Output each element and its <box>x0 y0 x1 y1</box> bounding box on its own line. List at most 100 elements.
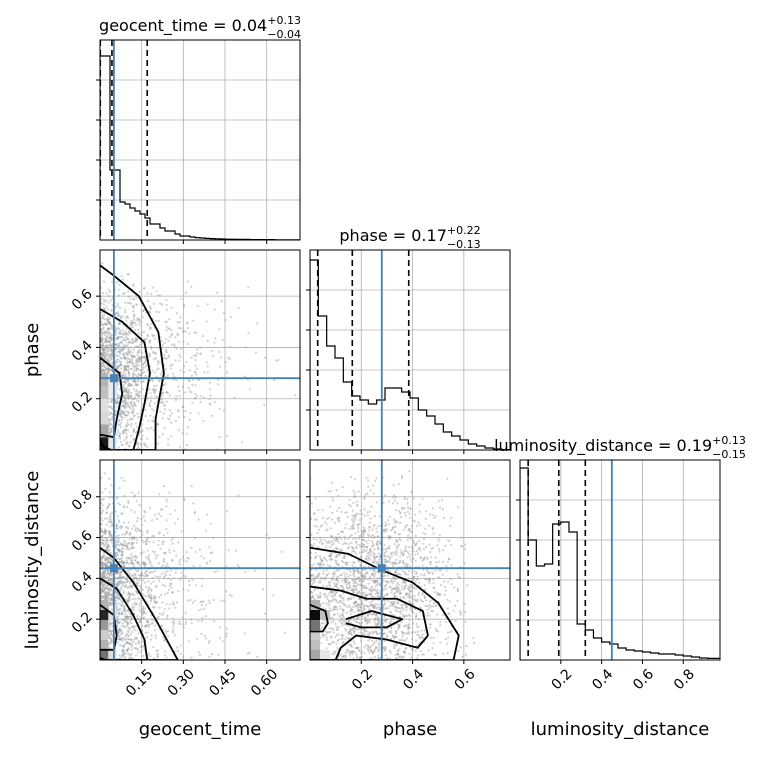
density-cell <box>100 610 109 620</box>
scatter-point <box>366 533 370 536</box>
scatter-point <box>373 524 376 527</box>
scatter-point <box>156 653 159 656</box>
title-value: phase = 0.17 <box>339 226 446 245</box>
scatter-point <box>144 414 147 418</box>
scatter-point <box>363 591 366 594</box>
scatter-point <box>103 356 106 360</box>
scatter-point <box>397 623 401 626</box>
scatter-point <box>131 573 134 577</box>
scatter-point <box>109 290 112 293</box>
scatter-point <box>357 590 360 593</box>
scatter-point <box>148 623 152 626</box>
scatter-point <box>404 514 407 517</box>
scatter-point <box>136 425 139 428</box>
scatter-point <box>450 583 453 586</box>
scatter-point <box>418 637 421 640</box>
scatter-point <box>209 560 212 563</box>
scatter-point <box>165 350 168 354</box>
scatter-point <box>120 550 123 553</box>
scatter-point <box>123 479 126 482</box>
scatter-point <box>110 608 114 611</box>
scatter-point <box>121 332 124 336</box>
scatter-point <box>366 551 370 554</box>
scatter-point <box>116 620 119 623</box>
scatter-point <box>376 562 379 565</box>
scatter-point <box>116 367 119 370</box>
scatter-point <box>317 528 321 531</box>
scatter-point <box>413 577 416 580</box>
scatter-point <box>121 401 124 404</box>
scatter-point <box>116 584 119 587</box>
scatter-point <box>126 396 129 399</box>
scatter-point <box>121 551 124 554</box>
scatter-point <box>188 640 191 643</box>
scatter-point <box>125 435 129 438</box>
scatter-point <box>158 612 162 615</box>
scatter-point <box>335 559 338 563</box>
scatter-point <box>220 300 223 303</box>
scatter-point <box>342 596 345 600</box>
scatter-point <box>378 657 381 660</box>
scatter-point <box>135 337 138 340</box>
scatter-point <box>156 655 160 658</box>
scatter-point <box>397 655 400 658</box>
scatter-point <box>109 412 113 415</box>
scatter-point <box>122 406 126 409</box>
scatter-point <box>133 625 136 628</box>
scatter-point <box>134 390 137 393</box>
scatter-point <box>129 633 133 636</box>
scatter-point <box>337 587 340 590</box>
scatter-point <box>148 401 151 405</box>
scatter-point <box>105 577 108 580</box>
scatter-point <box>329 635 332 638</box>
scatter-point <box>361 602 364 605</box>
scatter-point <box>129 620 132 624</box>
scatter-point <box>148 341 151 344</box>
scatter-point <box>157 361 160 364</box>
scatter-point <box>167 354 171 357</box>
scatter-point <box>347 527 351 531</box>
scatter-point <box>402 615 405 618</box>
scatter-point <box>456 588 459 592</box>
scatter-point <box>154 553 157 556</box>
scatter-point <box>138 620 141 623</box>
scatter-point <box>388 536 391 539</box>
scatter-point <box>122 333 126 336</box>
scatter-point <box>166 417 169 420</box>
scatter-point <box>187 579 191 583</box>
scatter-point <box>357 603 360 606</box>
scatter-point <box>108 520 111 524</box>
scatter-point <box>358 622 361 625</box>
scatter-point <box>137 527 140 530</box>
scatter-point <box>123 407 126 410</box>
scatter-point <box>189 412 192 415</box>
scatter-point <box>127 527 130 530</box>
scatter-point <box>326 517 329 520</box>
scatter-point <box>363 629 367 632</box>
scatter-point <box>114 555 117 558</box>
scatter-point <box>127 592 130 595</box>
scatter-point <box>361 573 364 576</box>
scatter-point <box>108 349 111 352</box>
scatter-point <box>132 304 135 308</box>
scatter-point <box>389 570 392 573</box>
scatter-point <box>389 610 392 613</box>
scatter-point <box>379 606 382 609</box>
scatter-point <box>110 407 114 410</box>
scatter-point <box>123 608 126 611</box>
scatter-point <box>326 564 329 567</box>
scatter-point <box>435 604 438 607</box>
scatter-point <box>390 637 393 640</box>
scatter-point <box>340 597 343 600</box>
scatter-point <box>132 409 135 412</box>
scatter-point <box>118 608 121 611</box>
scatter-point <box>144 625 147 628</box>
scatter-point <box>154 575 157 578</box>
scatter-point <box>434 604 437 607</box>
scatter-point <box>382 588 385 591</box>
scatter-point <box>356 647 360 650</box>
scatter-point <box>139 621 142 624</box>
scatter-point <box>122 576 125 579</box>
scatter-point <box>151 369 154 372</box>
scatter-point <box>147 652 150 655</box>
